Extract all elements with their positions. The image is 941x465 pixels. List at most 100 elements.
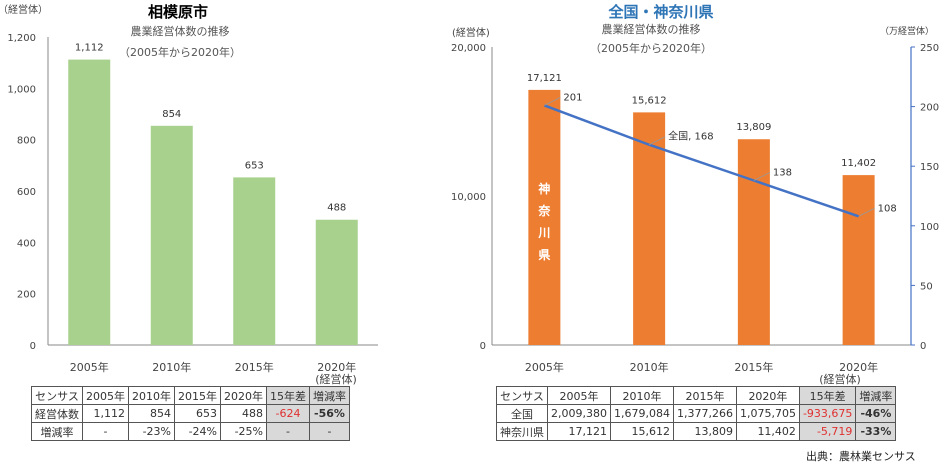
table-cell: 増減率 [31, 422, 83, 441]
table-row: 増減率 - -23% -24% -25% - - [31, 422, 350, 441]
table-cell: -46% [855, 404, 897, 423]
left-y-tick-label: 1,000 [7, 84, 36, 95]
table-cell: -25% [220, 422, 267, 441]
table-cell: -24% [174, 422, 221, 441]
right-right-y-tick-label: 100 [920, 222, 939, 233]
table-cell: 1,112 [82, 404, 129, 423]
bar-inner-label: 奈 [537, 203, 551, 218]
table-row: 神奈川県 17,121 15,612 13,809 11,402 -5,719 … [496, 422, 897, 441]
table-cell: 全国 [496, 404, 548, 423]
right-left-y-tick-label: 0 [480, 341, 486, 352]
bar-inner-label: 神 [538, 181, 550, 196]
right-x-tick-label: 2005年 [525, 360, 564, 374]
table-cell: 2005年 [82, 386, 129, 405]
right-right-y-tick-label: 150 [920, 162, 939, 173]
right-left-y-tick-label: 20,000 [451, 43, 486, 54]
table-cell: 11,402 [735, 422, 800, 441]
line-value-label: 108 [878, 203, 897, 214]
left-bar-value-label: 1,112 [75, 43, 104, 54]
table-cell: 1,075,705 [735, 404, 800, 423]
table-header-row: センサス 2005年 2010年 2015年 2020年 15年差 増減率 [31, 386, 350, 405]
left-bar-value-label: 653 [245, 160, 264, 171]
right-bar [633, 112, 666, 346]
left-category-note: (経営体) [315, 372, 357, 386]
table-cell: -5,719 [798, 422, 857, 441]
table-cell: 854 [128, 404, 175, 423]
national-line-series [543, 104, 860, 218]
table-cell: 13,809 [672, 422, 737, 441]
line-value-label: 138 [773, 168, 792, 179]
bar-inner-label: 県 [538, 248, 550, 262]
right-chart-title: 全国・神奈川県 [607, 3, 713, 21]
table-cell: - [309, 422, 350, 441]
right-bar-value-label: 17,121 [527, 73, 562, 84]
left-data-table: センサス 2005年 2010年 2015年 2020年 15年差 増減率 経営… [31, 386, 350, 441]
left-y-tick-label: 200 [17, 290, 36, 301]
left-bar [233, 177, 276, 345]
left-bar-value-label: 854 [162, 109, 181, 120]
left-bar [315, 219, 358, 345]
right-bar [842, 175, 875, 345]
right-right-unit-label: （万経営体） [880, 25, 934, 37]
table-cell: 1,679,084 [609, 404, 674, 423]
right-bar [528, 89, 561, 346]
right-right-y-tick-label: 0 [920, 341, 926, 352]
table-cell: センサス [496, 386, 548, 405]
right-bar [737, 139, 770, 345]
right-right-y-tick-label: 50 [920, 281, 933, 292]
left-x-tick-label: 2015年 [235, 360, 274, 374]
table-cell: 2020年 [220, 386, 267, 405]
table-cell: - [82, 422, 129, 441]
table-cell: 2015年 [174, 386, 221, 405]
right-category-note: (経営体) [819, 372, 861, 386]
right-chart-subtitle-2: （2005年から2020年） [590, 41, 712, 55]
left-chart-subtitle-1: 農業経営体数の推移 [131, 24, 230, 38]
line-label-leader [753, 172, 771, 181]
table-cell: -624 [266, 404, 310, 423]
right-data-table: センサス 2005年 2010年 2015年 2020年 15年差 増減率 全国… [496, 386, 897, 441]
left-bar [68, 59, 111, 345]
left-y-tick-label: 400 [17, 238, 36, 249]
table-cell: -33% [855, 422, 897, 441]
table-cell: センサス [31, 386, 83, 405]
left-x-tick-label: 2010年 [152, 360, 191, 374]
left-y-tick-label: 600 [17, 187, 36, 198]
table-cell: -933,675 [798, 404, 857, 423]
right-x-tick-label: 2015年 [734, 360, 773, 374]
left-x-tick-label: 2005年 [70, 360, 109, 374]
table-row: 全国 2,009,380 1,679,084 1,377,266 1,075,7… [496, 404, 897, 423]
left-y-tick-label: 800 [17, 136, 36, 147]
table-cell: 17,121 [547, 422, 611, 441]
table-cell: - [266, 422, 310, 441]
left-y-tick-label: 0 [30, 341, 36, 352]
right-x-tick-label: 2020年 [839, 360, 878, 374]
table-cell: 2005年 [547, 386, 611, 405]
table-cell: 488 [220, 404, 267, 423]
table-cell: 1,377,266 [672, 404, 737, 423]
line-value-label: 全国, 168 [668, 130, 713, 143]
bar-inner-label: 川 [537, 226, 550, 240]
right-bar-value-label: 15,612 [632, 95, 667, 106]
table-cell: 経営体数 [31, 404, 83, 423]
right-left-y-tick-label: 10,000 [451, 192, 486, 203]
left-bar [150, 125, 193, 345]
right-chart-subtitle-1: 農業経営体数の推移 [602, 22, 701, 36]
table-cell: 653 [174, 404, 221, 423]
table-cell: -56% [309, 404, 350, 423]
table-cell: 2,009,380 [547, 404, 611, 423]
table-cell: 神奈川県 [496, 422, 548, 441]
left-chart-plot: 0 200 400 600 800 1,000 1,200 1,112 2005年 854 2010… [7, 33, 378, 374]
line-value-label: 201 [563, 92, 582, 103]
table-cell: 2010年 [128, 386, 175, 405]
table-cell: 15年差 [798, 386, 857, 405]
left-x-tick-label: 2020年 [317, 360, 356, 374]
table-row: 経営体数 1,112 854 653 488 -624 -56% [31, 404, 350, 423]
right-x-tick-label: 2010年 [630, 360, 669, 374]
left-y-tick-label: 1,200 [7, 33, 36, 44]
right-right-y-tick-label: 200 [920, 103, 939, 114]
right-left-unit-label: (経営体) [452, 26, 490, 39]
right-bar-value-label: 13,809 [736, 122, 771, 133]
right-right-y-tick-label: 250 [920, 43, 939, 54]
right-chart-plot: 0 10,000 20,000 0 50 100 150 200 250 17,121 2005年 1… [451, 43, 939, 374]
